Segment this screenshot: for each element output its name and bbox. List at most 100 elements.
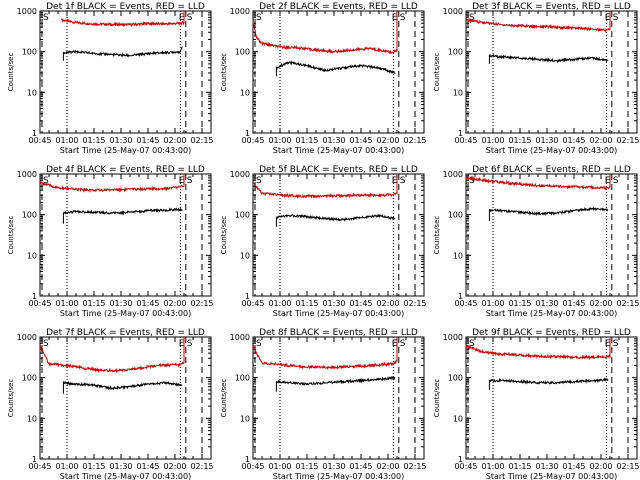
series-line-lld <box>465 11 611 33</box>
marker-label: S <box>400 176 406 186</box>
x-tick-label: 02:15 <box>616 462 639 471</box>
y-tick-label: 1 <box>458 129 463 138</box>
marker-label: S <box>400 339 406 349</box>
x-tick-label: 01:45 <box>349 299 372 308</box>
marker-label: S <box>187 13 193 23</box>
x-tick-label: 00:45 <box>454 299 477 308</box>
x-tick-label: 02:00 <box>163 299 186 308</box>
x-tick-label: 01:15 <box>82 136 105 145</box>
chart-panel-5: Det 5f BLACK = Events, RED = LLD Counts/s… <box>220 165 427 318</box>
chart-title: Det 1f BLACK = Events, RED = LLD <box>46 2 205 12</box>
x-tick-label: 02:00 <box>376 299 399 308</box>
marker-label: S <box>613 176 619 186</box>
y-tick-label: 10 <box>453 88 463 97</box>
chart-panel-9: Det 9f BLACK = Events, RED = LLD Counts/s… <box>433 328 640 480</box>
marker-label: S <box>256 176 262 186</box>
chart-title: Det 6f BLACK = Events, RED = LLD <box>472 165 631 175</box>
x-tick-label: 01:15 <box>508 299 531 308</box>
y-tick-label: 100 <box>235 211 250 220</box>
x-tick-label: 01:00 <box>55 462 78 471</box>
x-tick-label: 02:00 <box>376 462 399 471</box>
chart-title: Det 2f BLACK = Events, RED = LLD <box>259 2 418 12</box>
marker-label: S <box>43 339 49 349</box>
marker-label: E <box>179 339 185 349</box>
marker-label: S <box>187 339 193 349</box>
y-axis-label: Counts/sec <box>220 53 228 92</box>
x-tick-label: 02:15 <box>190 136 213 145</box>
y-tick-label: 1000 <box>17 170 37 179</box>
marker-label: S <box>469 339 475 349</box>
y-tick-label: 1000 <box>230 7 250 16</box>
x-tick-label: 01:15 <box>82 462 105 471</box>
y-tick-label: 1 <box>458 292 463 301</box>
x-tick-label: 01:15 <box>508 462 531 471</box>
x-tick-label: 01:45 <box>562 299 585 308</box>
marker-label: S <box>613 339 619 349</box>
x-axis-label: Start Time (25-May-07 00:43:00) <box>486 309 617 318</box>
marker-label: E <box>179 176 185 186</box>
marker-label: S <box>256 13 262 23</box>
y-tick-label: 100 <box>448 48 463 57</box>
x-tick-label: 01:00 <box>268 462 291 471</box>
y-tick-label: 1 <box>245 455 250 464</box>
x-tick-label: 00:45 <box>454 462 477 471</box>
y-tick-label: 100 <box>448 374 463 383</box>
plot-frame <box>465 336 638 460</box>
x-tick-label: 01:00 <box>268 299 291 308</box>
chart-panel-1: Det 1f BLACK = Events, RED = LLD Counts/s… <box>7 2 214 155</box>
marker-label: E <box>605 13 611 23</box>
marker-label: E <box>392 13 398 23</box>
x-tick-label: 01:45 <box>562 462 585 471</box>
x-axis-label: Start Time (25-May-07 00:43:00) <box>60 472 191 480</box>
x-tick-label: 01:30 <box>322 462 345 471</box>
y-tick-label: 10 <box>27 251 37 260</box>
y-axis-label: Counts/sec <box>220 216 228 255</box>
series-line-lld <box>252 337 398 371</box>
x-tick-label: 01:15 <box>508 136 531 145</box>
marker-label: E <box>605 339 611 349</box>
y-axis-label: Counts/sec <box>7 53 15 92</box>
y-tick-label: 1 <box>32 292 37 301</box>
plot-frame <box>39 173 212 297</box>
x-tick-label: 02:15 <box>616 136 639 145</box>
x-tick-label: 01:00 <box>481 136 504 145</box>
x-tick-label: 01:30 <box>109 299 132 308</box>
series-line-events <box>275 376 396 392</box>
y-tick-label: 1000 <box>17 7 37 16</box>
series-line-events <box>488 377 609 390</box>
x-tick-label: 00:45 <box>241 136 264 145</box>
x-axis-label: Start Time (25-May-07 00:43:00) <box>486 146 617 155</box>
y-tick-label: 100 <box>22 211 37 220</box>
marker-label: E <box>392 339 398 349</box>
y-axis-label: Counts/sec <box>7 216 15 255</box>
x-tick-label: 00:45 <box>28 136 51 145</box>
x-tick-label: 02:15 <box>616 299 639 308</box>
plot-frame <box>465 10 638 134</box>
x-tick-label: 02:00 <box>163 462 186 471</box>
y-tick-label: 100 <box>22 48 37 57</box>
y-tick-label: 1000 <box>443 333 463 342</box>
y-tick-label: 1000 <box>17 333 37 342</box>
x-tick-label: 01:00 <box>481 299 504 308</box>
y-tick-label: 1 <box>458 455 463 464</box>
y-axis-label: Counts/sec <box>433 216 441 255</box>
chart-panel-8: Det 8f BLACK = Events, RED = LLD Counts/s… <box>220 328 427 480</box>
marker-label: S <box>43 176 49 186</box>
plot-frame <box>252 336 425 460</box>
chart-title: Det 3f BLACK = Events, RED = LLD <box>472 2 631 12</box>
x-tick-label: 01:15 <box>295 299 318 308</box>
x-axis-label: Start Time (25-May-07 00:43:00) <box>60 309 191 318</box>
series-line-events <box>62 46 183 61</box>
y-tick-label: 1000 <box>443 7 463 16</box>
series-line-events <box>275 60 396 77</box>
y-tick-label: 100 <box>22 374 37 383</box>
marker-label: E <box>605 176 611 186</box>
x-tick-label: 01:00 <box>268 136 291 145</box>
x-tick-label: 01:00 <box>55 136 78 145</box>
marker-label: S <box>43 13 49 23</box>
series-line-events <box>62 207 183 224</box>
y-axis-label: Counts/sec <box>7 379 15 418</box>
x-tick-label: 02:00 <box>163 136 186 145</box>
x-tick-label: 01:45 <box>349 136 372 145</box>
